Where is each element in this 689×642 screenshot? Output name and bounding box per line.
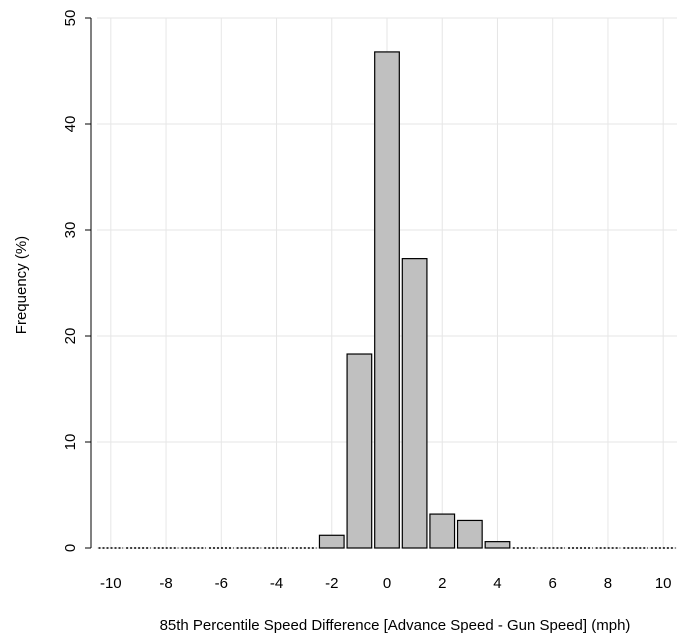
x-tick-label: -8 [159,575,172,592]
x-tick-label: -4 [270,575,283,592]
x-tick-label: 6 [549,575,557,592]
histogram-bar [484,541,511,549]
histogram-bar [374,51,400,549]
histogram-bar [346,353,373,549]
histogram-bar [318,534,345,549]
y-tick-label: 50 [62,10,79,27]
histogram-bar [429,513,456,549]
x-tick-label: 2 [438,575,446,592]
y-tick-label: 0 [62,544,79,552]
x-tick-label: -2 [325,575,338,592]
y-tick-label: 20 [62,328,79,345]
bars [98,51,676,549]
y-axis-title: Frequency (%) [13,236,30,334]
x-tick-label: 8 [604,575,612,592]
y-tick-label: 30 [62,222,79,239]
y-tick-label: 40 [62,116,79,133]
histogram-bar [401,258,428,549]
y-axis-ticks: 0 10 20 30 40 50 [62,10,91,552]
y-tick-label: 10 [62,434,79,451]
x-axis-title: 85th Percentile Speed Difference [Advanc… [160,617,631,634]
x-tick-label: 4 [493,575,501,592]
x-tick-label: 0 [383,575,391,592]
x-tick-label: 10 [655,575,672,592]
histogram-bar [456,519,483,549]
axes [90,18,92,548]
x-tick-label: -6 [215,575,228,592]
x-axis-ticks: -10 -8 -6 -4 -2 0 2 4 6 8 10 [100,575,672,592]
x-tick-label: -10 [100,575,122,592]
